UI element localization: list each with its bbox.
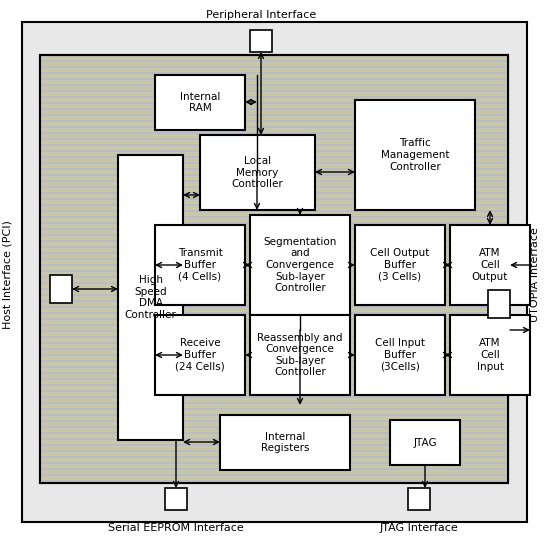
Bar <box>200 135 315 210</box>
Text: Host Interface (PCI): Host Interface (PCI) <box>3 220 13 329</box>
Bar <box>165 488 187 510</box>
Bar <box>355 225 445 305</box>
Bar <box>40 55 508 483</box>
Text: Cell Output
Buffer
(3 Cells): Cell Output Buffer (3 Cells) <box>371 248 430 282</box>
Text: Peripheral Interface: Peripheral Interface <box>206 10 316 20</box>
Text: Serial EEPROM Interface: Serial EEPROM Interface <box>108 523 244 533</box>
Bar <box>118 155 183 440</box>
Text: JTAG Interface: JTAG Interface <box>379 523 458 533</box>
Bar <box>250 315 350 395</box>
Bar <box>390 420 460 465</box>
Bar <box>155 75 245 130</box>
Text: ATM
Cell
Output: ATM Cell Output <box>472 248 508 282</box>
Text: JTAG: JTAG <box>413 437 437 448</box>
Text: Transmit
Buffer
(4 Cells): Transmit Buffer (4 Cells) <box>177 248 222 282</box>
Bar <box>50 275 72 303</box>
Text: Internal
RAM: Internal RAM <box>180 92 220 113</box>
Bar <box>250 30 272 52</box>
Bar <box>40 55 508 483</box>
Bar <box>355 100 475 210</box>
Text: Internal
Registers: Internal Registers <box>261 432 309 453</box>
Text: Traffic
Management
Controller: Traffic Management Controller <box>381 139 449 172</box>
Bar <box>155 315 245 395</box>
Bar <box>155 225 245 305</box>
Text: Reassembly and
Convergence
Sub-layer
Controller: Reassembly and Convergence Sub-layer Con… <box>257 333 343 378</box>
Bar <box>450 225 530 305</box>
Text: Segmentation
and
Convergence
Sub-layer
Controller: Segmentation and Convergence Sub-layer C… <box>264 237 337 293</box>
Text: Local
Memory
Controller: Local Memory Controller <box>232 156 283 189</box>
Text: Cell Input
Buffer
(3Cells): Cell Input Buffer (3Cells) <box>375 339 425 372</box>
Text: Receive
Buffer
(24 Cells): Receive Buffer (24 Cells) <box>175 339 225 372</box>
Bar <box>250 215 350 315</box>
Text: UTOPIA Interface: UTOPIA Interface <box>530 227 540 322</box>
Bar <box>408 488 430 510</box>
Bar <box>488 290 510 318</box>
Bar <box>220 415 350 470</box>
Bar <box>450 315 530 395</box>
Text: High
Speed
DMA
Controller: High Speed DMA Controller <box>125 275 176 320</box>
Text: ATM
Cell
Input: ATM Cell Input <box>477 339 503 372</box>
Bar <box>355 315 445 395</box>
